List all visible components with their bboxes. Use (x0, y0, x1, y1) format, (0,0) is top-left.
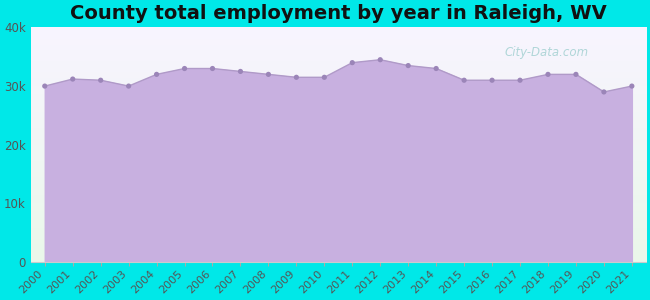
Point (459, 78, 469, 82)
Point (235, 69, 246, 74)
Point (179, 66, 190, 71)
Point (291, 75, 302, 80)
Point (431, 66, 441, 71)
Point (627, 84, 637, 88)
Point (124, 84, 134, 88)
Point (403, 63, 413, 68)
Point (347, 60, 358, 65)
Point (515, 78, 525, 82)
Text: City-Data.com: City-Data.com (504, 46, 588, 59)
Point (543, 72, 553, 77)
Point (319, 75, 330, 80)
Point (151, 72, 162, 77)
Point (96, 78, 106, 82)
Point (207, 66, 218, 71)
Point (375, 57, 385, 62)
Point (263, 72, 274, 77)
Point (599, 89, 609, 94)
Title: County total employment by year in Raleigh, WV: County total employment by year in Ralei… (70, 4, 606, 23)
Point (40, 84, 50, 88)
Point (68, 77, 78, 82)
Point (571, 72, 581, 77)
Point (487, 78, 497, 82)
